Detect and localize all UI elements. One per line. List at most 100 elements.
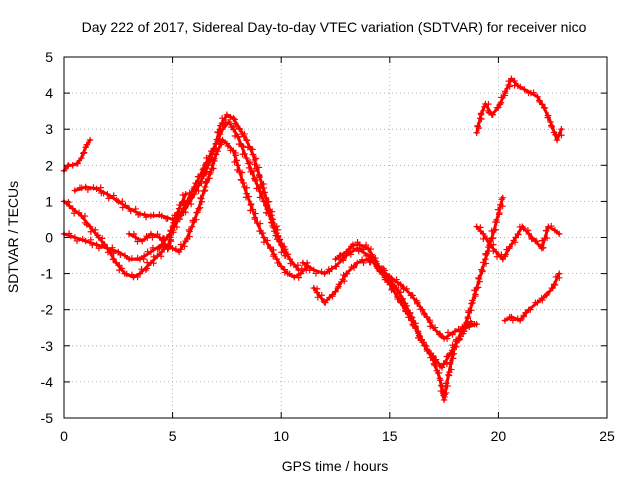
x-tick-label: 25: [599, 428, 615, 444]
data-point: [493, 253, 501, 260]
data-point: [494, 206, 502, 213]
data-point: [412, 322, 419, 330]
data-point: [98, 235, 106, 242]
data-point: [256, 220, 264, 227]
data-point: [366, 258, 373, 266]
data-point: [403, 302, 410, 310]
data-point: [542, 227, 550, 235]
data-point: [437, 377, 444, 384]
data-point: [128, 255, 136, 262]
data-point: [347, 251, 355, 258]
data-point: [109, 244, 116, 251]
data-point: [235, 140, 243, 148]
data-point: [202, 178, 209, 185]
data-point: [259, 229, 267, 237]
data-point: [281, 269, 289, 276]
data-point: [210, 165, 217, 172]
data-point: [399, 295, 407, 303]
data-point: [295, 274, 302, 281]
data-point: [112, 259, 120, 266]
data-point: [246, 158, 254, 166]
data-point: [78, 184, 85, 192]
data-point: [235, 133, 242, 141]
data-point: [303, 259, 311, 267]
series-arc-j: [501, 270, 563, 324]
data-point: [201, 169, 209, 176]
data-point: [65, 198, 72, 206]
y-tick-label: -5: [41, 410, 54, 426]
data-point: [297, 270, 304, 277]
y-tick-label: -3: [41, 338, 54, 354]
data-point: [474, 122, 481, 130]
data-point: [423, 342, 430, 350]
data-point: [362, 241, 370, 249]
y-tick-label: 0: [45, 230, 53, 246]
data-point: [256, 228, 263, 235]
data-point: [558, 126, 565, 133]
data-point: [453, 343, 460, 351]
data-point: [117, 251, 124, 259]
data-point: [408, 314, 416, 321]
data-point: [93, 241, 100, 248]
data-point: [171, 220, 178, 227]
data-point: [191, 190, 198, 198]
data-point: [547, 118, 554, 126]
data-point: [328, 265, 335, 272]
data-point: [158, 212, 165, 220]
series-line: [73, 113, 287, 257]
data-point: [506, 243, 513, 250]
data-point: [550, 281, 558, 288]
data-point: [444, 353, 451, 360]
plot-area: [60, 75, 565, 404]
series-arc-i: [473, 222, 563, 263]
data-point: [375, 263, 383, 270]
data-point: [286, 270, 293, 277]
series-line: [503, 272, 561, 322]
data-point: [181, 202, 189, 209]
data-point: [154, 230, 161, 238]
data-point: [313, 289, 321, 296]
data-point: [548, 222, 555, 230]
data-point: [481, 103, 488, 111]
data-point: [553, 136, 561, 144]
data-point: [215, 136, 223, 144]
data-point: [304, 262, 312, 270]
data-point: [548, 123, 556, 131]
data-point: [156, 234, 163, 241]
data-point: [294, 262, 302, 269]
y-axis-label: SDTVAR / TECUs: [5, 181, 21, 293]
data-point: [101, 241, 108, 249]
data-point: [534, 93, 541, 100]
data-point: [349, 241, 357, 248]
data-point: [386, 277, 393, 285]
data-point: [260, 184, 268, 192]
data-point: [469, 297, 476, 304]
data-point: [104, 245, 111, 252]
data-point: [240, 132, 248, 140]
data-point: [109, 256, 117, 263]
data-point: [240, 143, 247, 150]
data-point: [490, 241, 497, 248]
data-point: [499, 194, 506, 201]
data-point: [443, 335, 451, 342]
data-point: [393, 276, 400, 283]
data-point: [196, 204, 204, 211]
data-point: [270, 251, 278, 258]
data-point: [443, 360, 451, 368]
data-point: [179, 191, 187, 199]
data-point: [182, 208, 189, 216]
data-point: [270, 224, 277, 231]
data-point: [97, 184, 104, 191]
data-point: [516, 317, 524, 324]
data-point: [420, 310, 428, 317]
data-point: [514, 230, 522, 238]
data-point: [278, 242, 286, 249]
data-point: [212, 140, 220, 147]
data-point: [406, 309, 414, 316]
data-point: [195, 205, 202, 212]
data-point: [136, 270, 144, 277]
x-tick-label: 5: [169, 428, 177, 444]
data-point: [541, 104, 549, 112]
x-axis-label: GPS time / hours: [282, 458, 389, 474]
